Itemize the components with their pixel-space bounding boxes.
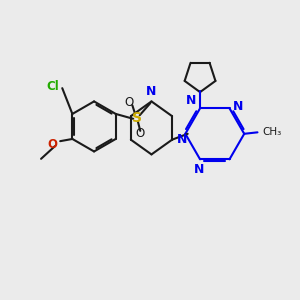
Text: S: S bbox=[132, 111, 142, 124]
Text: N: N bbox=[186, 94, 196, 106]
Text: O: O bbox=[125, 96, 134, 109]
Text: N: N bbox=[233, 100, 243, 113]
Text: N: N bbox=[146, 85, 157, 98]
Text: CH₃: CH₃ bbox=[262, 127, 281, 137]
Text: N: N bbox=[176, 133, 187, 146]
Text: Cl: Cl bbox=[46, 80, 59, 93]
Text: O: O bbox=[47, 138, 57, 151]
Text: O: O bbox=[136, 127, 145, 140]
Text: N: N bbox=[194, 163, 204, 176]
